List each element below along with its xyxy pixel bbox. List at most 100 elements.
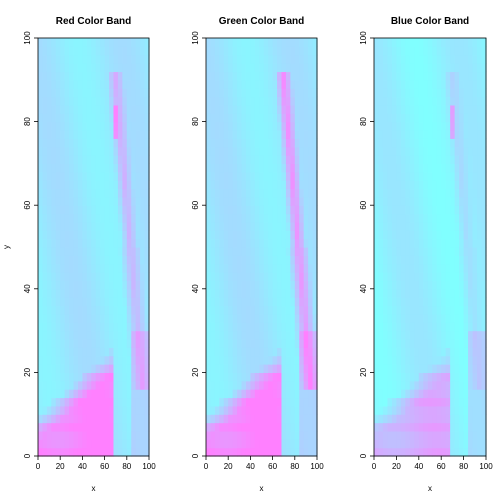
heatmap-cell [273, 239, 278, 248]
heatmap-cell [42, 88, 47, 97]
heatmap-cell [91, 381, 96, 390]
heatmap-cell [69, 222, 74, 231]
heatmap-cell [290, 322, 295, 331]
heatmap-cell [450, 239, 455, 248]
heatmap-cell [237, 255, 242, 264]
heatmap-cell [264, 272, 269, 281]
heatmap-cell [468, 448, 473, 457]
heatmap-cell [378, 423, 383, 432]
heatmap-cell [113, 105, 118, 114]
heatmap-cell [255, 347, 260, 356]
heatmap-cell [450, 448, 455, 457]
heatmap-cell [286, 372, 291, 381]
heatmap-cell [131, 71, 136, 80]
heatmap-cell [401, 331, 406, 340]
heatmap-cell [410, 80, 415, 89]
heatmap-cell [131, 397, 136, 406]
heatmap-cell [396, 63, 401, 72]
heatmap-cell [118, 222, 123, 231]
heatmap-cell [250, 439, 255, 448]
heatmap-cell [423, 372, 428, 381]
heatmap-cell [410, 71, 415, 80]
heatmap-cell [295, 155, 300, 164]
heatmap-cell [428, 155, 433, 164]
heatmap-cell [423, 306, 428, 315]
heatmap-cell [224, 222, 229, 231]
heatmap-cell [47, 448, 52, 457]
heatmap-cell [423, 347, 428, 356]
heatmap-cell [477, 163, 482, 172]
heatmap-cell [387, 331, 392, 340]
heatmap-cell [136, 280, 141, 289]
heatmap-cell [392, 272, 397, 281]
heatmap-cell [246, 180, 251, 189]
heatmap-cell [405, 264, 410, 273]
heatmap-cell [392, 205, 397, 214]
heatmap-cell [140, 147, 145, 156]
heatmap-cell [87, 255, 92, 264]
heatmap-cell [47, 314, 52, 323]
heatmap-cell [109, 180, 114, 189]
heatmap-cell [233, 222, 238, 231]
heatmap-cell [396, 197, 401, 206]
heatmap-cell [432, 289, 437, 298]
heatmap-cell [259, 439, 264, 448]
heatmap-cell [295, 105, 300, 114]
heatmap-cell [100, 297, 105, 306]
heatmap-cell [65, 289, 70, 298]
heatmap-cell [268, 205, 273, 214]
heatmap-cell [295, 372, 300, 381]
heatmap-cell [233, 247, 238, 256]
heatmap-cell [455, 314, 460, 323]
heatmap-cell [473, 297, 478, 306]
heatmap-cell [136, 364, 141, 373]
heatmap-cell [60, 38, 65, 47]
heatmap-cell [477, 55, 482, 64]
heatmap-cell [401, 147, 406, 156]
heatmap-cell [378, 163, 383, 172]
heatmap-cell [423, 80, 428, 89]
heatmap-cell [215, 381, 220, 390]
heatmap-cell [91, 163, 96, 172]
heatmap-cell [423, 247, 428, 256]
x-tick-label: 20 [392, 462, 401, 471]
heatmap-cell [268, 280, 273, 289]
heatmap-cell [477, 247, 482, 256]
heatmap-cell [374, 339, 379, 348]
heatmap-cell [255, 306, 260, 315]
heatmap-cell [69, 113, 74, 122]
heatmap-cell [459, 272, 464, 281]
heatmap-cell [378, 38, 383, 47]
heatmap-cell [308, 163, 313, 172]
heatmap-cell [259, 180, 264, 189]
heatmap-cell [118, 255, 123, 264]
heatmap-cell [113, 431, 118, 440]
heatmap-cell [401, 389, 406, 398]
heatmap-cell [477, 188, 482, 197]
heatmap-cell [299, 222, 304, 231]
heatmap-cell [136, 322, 141, 331]
heatmap-cell [290, 306, 295, 315]
heatmap-cell [446, 230, 451, 239]
heatmap-cell [228, 289, 233, 298]
heatmap-cell [136, 356, 141, 365]
heatmap-cell [423, 180, 428, 189]
heatmap-cell [65, 406, 70, 415]
heatmap-cell [255, 163, 260, 172]
heatmap-cell [250, 347, 255, 356]
heatmap-cell [432, 397, 437, 406]
heatmap-cell [228, 372, 233, 381]
heatmap-cell [91, 38, 96, 47]
heatmap-cell [237, 130, 242, 139]
heatmap-cell [299, 381, 304, 390]
heatmap-cell [432, 122, 437, 131]
heatmap-cell [140, 264, 145, 273]
heatmap-cell [47, 397, 52, 406]
heatmap-cell [228, 46, 233, 55]
heatmap-cell [38, 88, 43, 97]
heatmap-cell [396, 222, 401, 231]
heatmap-cell [268, 397, 273, 406]
heatmap-cell [392, 63, 397, 72]
heatmap-cell [286, 188, 291, 197]
heatmap-cell [51, 439, 56, 448]
